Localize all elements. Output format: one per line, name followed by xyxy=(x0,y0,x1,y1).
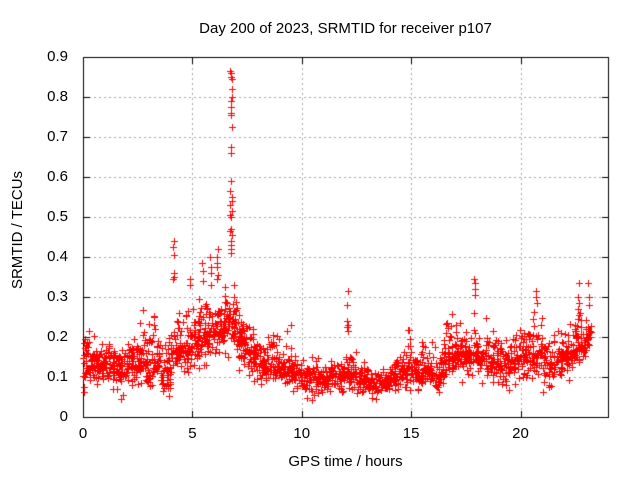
y-tick-label: 0.3 xyxy=(47,288,68,305)
y-tick-label: 0.8 xyxy=(47,88,68,105)
y-tick-label: 0.6 xyxy=(47,168,68,185)
y-tick-label: 0.7 xyxy=(47,128,68,145)
y-axis-label: SRMTID / TECUs xyxy=(9,170,26,290)
x-axis-label: GPS time / hours xyxy=(288,453,403,470)
y-tick-label: 0.1 xyxy=(47,368,68,385)
x-tick-label: 0 xyxy=(78,425,88,442)
x-tick-label: 20 xyxy=(512,425,529,442)
y-tick-label: 0.5 xyxy=(47,208,68,225)
y-tick-label: 0.4 xyxy=(47,248,68,265)
x-tick-label: 15 xyxy=(402,425,420,442)
chart-title: Day 200 of 2023, SRMTID for receiver p10… xyxy=(199,20,492,37)
y-tick-label: 0.9 xyxy=(47,48,68,65)
x-tick-label: 10 xyxy=(293,425,311,442)
y-tick-label: 0.2 xyxy=(47,328,68,345)
x-tick-label: 5 xyxy=(188,425,197,442)
y-tick-label: 0 xyxy=(59,408,68,425)
